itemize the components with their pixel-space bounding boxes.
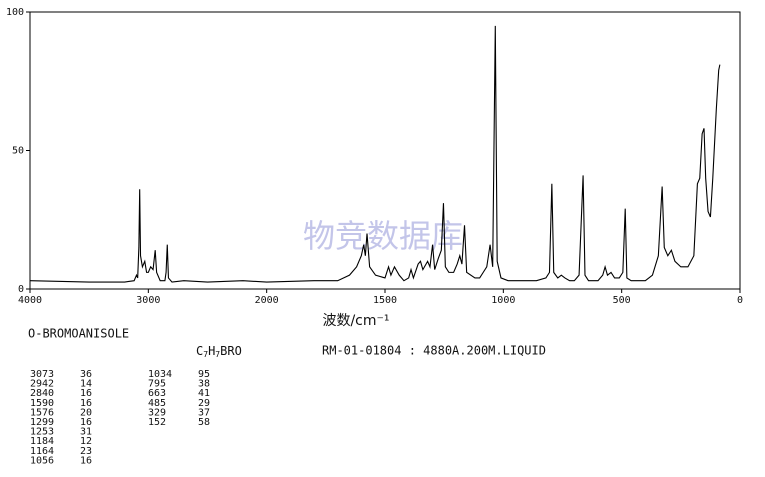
formula-part: C xyxy=(196,344,203,358)
peak-intensity: 12 xyxy=(80,436,92,447)
formula-part: 7 xyxy=(203,350,208,359)
peak-intensity: 29 xyxy=(198,398,210,409)
peak-wavenumber: 485 xyxy=(148,398,166,409)
formula: C7H7BRO xyxy=(196,344,242,359)
peak-wavenumber: 329 xyxy=(148,407,166,418)
peak-intensity: 23 xyxy=(80,446,92,457)
peak-wavenumber: 1034 xyxy=(148,369,172,380)
sample-info: RM-01-01804 : 4880A.200M.LIQUID xyxy=(322,344,546,358)
spectrum-line xyxy=(29,25,721,283)
peak-intensity: 20 xyxy=(80,407,92,418)
y-tick-label: 50 xyxy=(12,146,24,157)
peak-intensity: 14 xyxy=(80,379,92,390)
formula-part: BRO xyxy=(220,344,242,358)
peak-wavenumber: 2942 xyxy=(30,379,54,390)
peak-wavenumber: 663 xyxy=(148,388,166,399)
peak-intensity: 16 xyxy=(80,388,92,399)
peak-intensity: 38 xyxy=(198,379,210,390)
peak-wavenumber: 1184 xyxy=(30,436,54,447)
peak-intensity: 16 xyxy=(80,398,92,409)
peak-wavenumber: 1164 xyxy=(30,446,54,457)
peak-wavenumber: 795 xyxy=(148,379,166,390)
x-tick-label: 500 xyxy=(613,295,631,306)
x-tick-label: 2000 xyxy=(255,295,279,306)
peak-wavenumber: 1576 xyxy=(30,407,54,418)
x-axis-label: 波数/cm⁻¹ xyxy=(322,313,389,329)
peak-wavenumber: 1299 xyxy=(30,417,54,428)
peak-wavenumber: 1253 xyxy=(30,427,54,438)
peak-wavenumber: 1056 xyxy=(30,455,54,466)
y-tick-label: 100 xyxy=(6,7,24,18)
formula-part: H xyxy=(208,344,215,358)
y-tick-label: 0 xyxy=(18,284,24,295)
peak-wavenumber: 2840 xyxy=(30,388,54,399)
peak-wavenumber: 3073 xyxy=(30,369,54,380)
peak-intensity: 36 xyxy=(80,369,92,380)
peak-intensity: 16 xyxy=(80,455,92,466)
peak-intensity: 37 xyxy=(198,407,210,418)
watermark: 物竞数据库 xyxy=(303,217,463,255)
peak-intensity: 31 xyxy=(80,427,92,438)
peak-wavenumber: 1590 xyxy=(30,398,54,409)
peak-intensity: 16 xyxy=(80,417,92,428)
compound-name: O-BROMOANISOLE xyxy=(28,327,129,341)
peak-intensity: 58 xyxy=(198,417,210,428)
x-tick-label: 4000 xyxy=(18,295,42,306)
peak-wavenumber: 152 xyxy=(148,417,166,428)
x-tick-label: 1500 xyxy=(373,295,397,306)
peak-intensity: 95 xyxy=(198,369,210,380)
x-tick-label: 3000 xyxy=(136,295,160,306)
peak-intensity: 41 xyxy=(198,388,210,399)
x-tick-label: 1000 xyxy=(491,295,515,306)
x-tick-label: 0 xyxy=(737,295,743,306)
formula-part: 7 xyxy=(215,350,220,359)
